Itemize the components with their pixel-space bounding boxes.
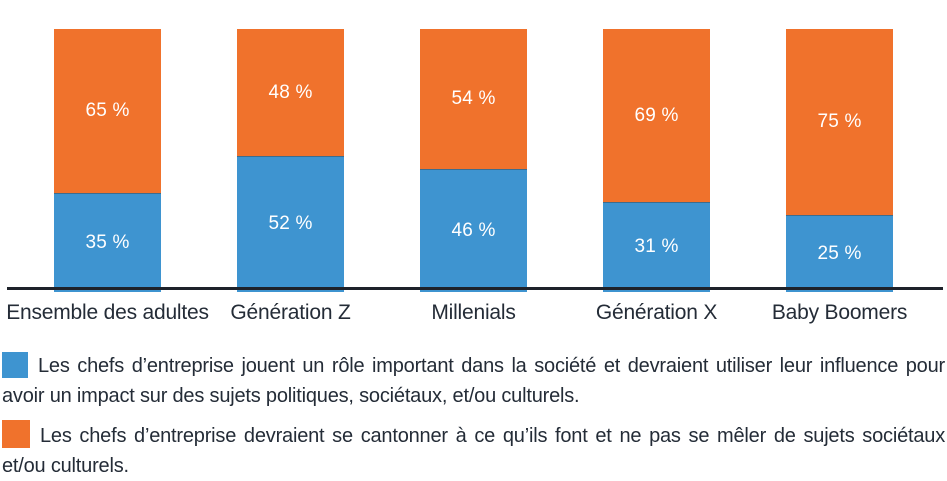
bar-baby-boomers: 75 % 25 % bbox=[786, 29, 893, 292]
bar-value-label: 54 % bbox=[451, 88, 496, 110]
legend: Les chefs d’entreprise jouent un rôle im… bbox=[0, 351, 947, 481]
x-axis-line bbox=[7, 287, 943, 290]
bar-segment-orange: 54 % bbox=[420, 29, 527, 170]
category-label-text: Baby Boomers bbox=[771, 301, 908, 324]
legend-item-blue: Les chefs d’entreprise jouent un rôle im… bbox=[2, 351, 945, 411]
category-label-ensemble-des-adultes: Ensemble des adultes bbox=[6, 301, 209, 325]
bar-value-label: 35 % bbox=[85, 231, 130, 253]
bar-segment-orange: 48 % bbox=[237, 29, 344, 157]
category-axis: Ensemble des adultes Génération Z Millen… bbox=[0, 301, 947, 325]
bar-segment-blue: 35 % bbox=[54, 193, 161, 292]
bar-segment-orange: 69 % bbox=[603, 29, 710, 203]
bar-value-label: 25 % bbox=[817, 242, 862, 264]
bar-segment-blue: 52 % bbox=[237, 156, 344, 292]
legend-text-orange: Les chefs d’entreprise devraient se cant… bbox=[2, 425, 945, 477]
bar-segment-blue: 31 % bbox=[603, 202, 710, 292]
bar-ensemble-des-adultes: 65 % 35 % bbox=[54, 29, 161, 292]
legend-text-blue: Les chefs d’entreprise jouent un rôle im… bbox=[2, 355, 945, 407]
plot-area: 65 % 35 % 48 % 52 % 54 % 46 % 69 % bbox=[54, 29, 893, 292]
bar-value-label: 52 % bbox=[268, 213, 313, 235]
bar-value-label: 65 % bbox=[85, 100, 130, 122]
bar-value-label: 75 % bbox=[817, 111, 862, 133]
category-label-text: Génération Z bbox=[230, 301, 351, 324]
bar-generation-z: 48 % 52 % bbox=[237, 29, 344, 292]
legend-swatch-orange-icon bbox=[2, 420, 30, 448]
category-label-millenials: Millenials bbox=[420, 301, 527, 325]
bar-segment-orange: 75 % bbox=[786, 29, 893, 216]
legend-item-orange: Les chefs d’entreprise devraient se cant… bbox=[2, 420, 945, 481]
legend-swatch-blue-icon bbox=[2, 352, 28, 378]
category-label-generation-z: Génération Z bbox=[230, 301, 350, 325]
bar-value-label: 69 % bbox=[634, 104, 679, 126]
category-label-text: Génération X bbox=[595, 301, 718, 324]
bar-value-label: 31 % bbox=[634, 236, 679, 258]
category-label-text: Ensemble des adultes bbox=[6, 301, 209, 324]
category-label-text: Millenials bbox=[431, 301, 516, 324]
category-label-generation-x: Génération X bbox=[596, 301, 718, 325]
bar-segment-orange: 65 % bbox=[54, 29, 161, 194]
bar-segment-blue: 25 % bbox=[786, 215, 893, 292]
bar-generation-x: 69 % 31 % bbox=[603, 29, 710, 292]
bar-segment-blue: 46 % bbox=[420, 169, 527, 292]
bar-value-label: 48 % bbox=[268, 81, 313, 103]
bar-value-label: 46 % bbox=[451, 219, 496, 241]
category-label-baby-boomers: Baby Boomers bbox=[772, 301, 908, 325]
bar-millenials: 54 % 46 % bbox=[420, 29, 527, 292]
